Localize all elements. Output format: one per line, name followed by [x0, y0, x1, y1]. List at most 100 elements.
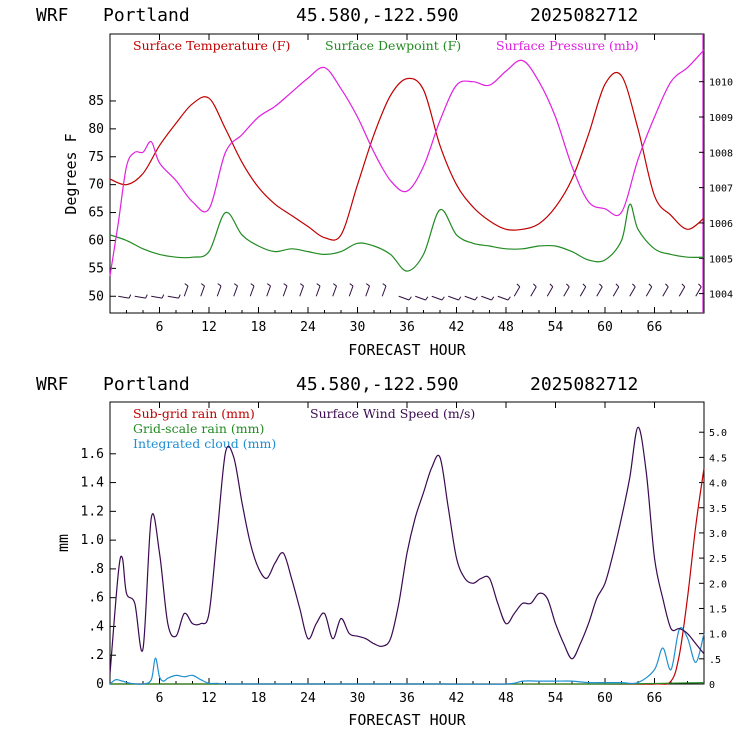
x-tick-label: 36 [399, 320, 415, 335]
y2-tick-label: 2.5 [709, 554, 727, 565]
wind-barb [200, 285, 205, 297]
y-tick-label: 60 [88, 233, 104, 248]
wind-barb-flag [283, 283, 288, 287]
y-tick-label: 1.6 [81, 447, 104, 462]
y2-tick-label: 1006 [709, 219, 733, 230]
y-tick-label: 50 [88, 289, 104, 304]
wind-barb [563, 286, 570, 297]
wind-barb [481, 295, 492, 301]
wind-barb-flag [349, 283, 354, 287]
wind-barb [497, 295, 509, 301]
series-line-surface-dewpoint-f [109, 203, 705, 272]
wind-barb [167, 295, 179, 299]
y2-tick-label: 4.5 [709, 453, 727, 464]
wind-barb [348, 285, 354, 297]
legend-integrated-cloud: Integrated cloud (mm) [133, 436, 276, 451]
wind-barb-flag [178, 294, 181, 299]
wind-barb-flag [145, 294, 148, 299]
wind-barb [431, 295, 443, 301]
x-tick-label: 42 [449, 691, 465, 706]
wind-barb [612, 286, 620, 297]
bottom-header-model: WRF [36, 374, 69, 395]
top-header-run: 2025082712 [530, 5, 638, 26]
y-tick-label: 75 [88, 150, 104, 165]
wind-barb-flag [441, 296, 445, 301]
wind-barb-flag [217, 283, 222, 287]
y-tick-label: 1.4 [81, 476, 105, 491]
wind-barb-flag [681, 283, 686, 288]
y2-tick-label: 1.5 [709, 604, 727, 615]
y2-tick-label: 5.0 [709, 428, 727, 439]
wind-barb-flag [250, 283, 255, 287]
wind-barb-flag [316, 283, 321, 287]
wind-barb-flag [474, 296, 478, 301]
legend-pressure: Surface Pressure (mb) [496, 38, 639, 53]
y2-tick-label: 1009 [709, 113, 733, 124]
y-tick-label: 80 [88, 122, 104, 137]
x-tick-label: 60 [597, 691, 613, 706]
top-y-ticks: 50 55 60 65 70 75 80 85 [88, 94, 116, 304]
wind-barb [513, 286, 521, 297]
wind-barb-flag [332, 283, 337, 287]
y2-tick-label: 1005 [709, 254, 733, 265]
wind-barb [249, 285, 255, 297]
wind-barb-flag [408, 296, 412, 301]
wind-barb-flag [582, 283, 587, 288]
y2-tick-label: 1008 [709, 148, 733, 159]
bottom-x-ticks: 6 12 18 24 30 36 42 48 54 60 66 [126, 402, 688, 706]
bottom-right-ticks: 0 .5 1.0 1.5 2.0 2.5 3.0 3.5 4.0 4.5 5.0 [699, 428, 727, 691]
wind-barb [448, 295, 459, 301]
top-right-ticks: 1004 1005 1006 1007 1008 1009 1010 [699, 78, 733, 301]
wind-barb [530, 286, 537, 297]
wind-barb-flag [516, 283, 521, 288]
y-tick-label: 1.2 [81, 504, 104, 519]
top-y-axis-label: Degrees F [62, 133, 80, 214]
bottom-y-axis-label: mm [54, 534, 72, 552]
series-line-surface-wind-speed-m-s [109, 426, 705, 674]
x-tick-label: 66 [647, 691, 663, 706]
wind-barb [546, 286, 554, 297]
wind-barb [151, 295, 163, 299]
wind-barb [662, 286, 669, 297]
wind-barb [315, 285, 321, 297]
y-tick-label: 55 [88, 261, 104, 276]
x-tick-label: 48 [498, 320, 514, 335]
x-tick-label: 24 [300, 320, 316, 335]
x-tick-label: 12 [201, 691, 217, 706]
x-tick-label: 6 [156, 691, 164, 706]
wind-barb [464, 295, 476, 301]
x-tick-label: 54 [548, 320, 564, 335]
wind-barb-flag [507, 296, 511, 301]
wind-barb [282, 285, 288, 297]
wind-barb-flag [161, 294, 165, 299]
top-series-lines [109, 49, 705, 276]
wind-barb [266, 285, 271, 297]
x-tick-label: 18 [251, 691, 267, 706]
wind-barb-flag [533, 283, 537, 288]
y-tick-label: 85 [88, 94, 104, 109]
y2-tick-label: 1010 [709, 78, 733, 89]
y-tick-label: .6 [88, 591, 104, 606]
x-tick-label: 54 [548, 691, 564, 706]
wind-barb [216, 285, 222, 297]
x-tick-label: 30 [350, 320, 366, 335]
wind-barb [398, 295, 410, 301]
wind-barb-flag [184, 283, 189, 287]
y2-tick-label: 0 [709, 680, 715, 691]
wind-barb-flag [128, 294, 132, 299]
wind-barb [134, 295, 146, 299]
y-tick-label: 1.0 [81, 533, 104, 548]
x-tick-label: 30 [350, 691, 366, 706]
series-line-surface-temperature-f [109, 72, 705, 241]
wind-barb-flag [382, 283, 387, 287]
wind-barb [629, 286, 636, 297]
wind-barb-flag [458, 296, 462, 301]
wind-barb [332, 285, 337, 297]
legend-temperature: Surface Temperature (F) [133, 38, 290, 53]
x-tick-label: 6 [156, 320, 164, 335]
wind-barb-flag [491, 296, 495, 301]
y2-tick-label: 4.0 [709, 479, 727, 490]
wind-barb [299, 285, 304, 297]
legend-dewpoint: Surface Dewpoint (F) [325, 38, 461, 53]
